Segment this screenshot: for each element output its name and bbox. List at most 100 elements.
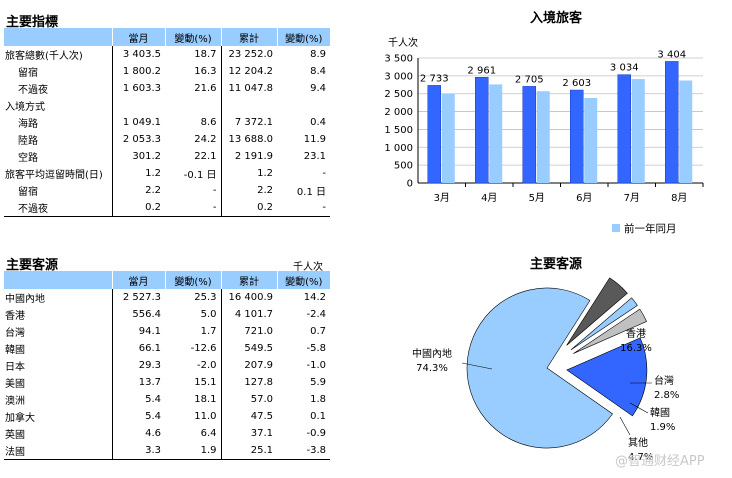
- cell-value: 22.1: [194, 151, 217, 162]
- column-header: 累計: [220, 271, 277, 289]
- data-label: 3 034: [610, 63, 639, 74]
- cell-value: -: [277, 199, 330, 217]
- cell-value: 3.3: [111, 442, 165, 460]
- data-label: 2 603: [562, 78, 591, 89]
- cell-value: 5.4: [111, 408, 165, 425]
- cell-value: 11 047.8: [220, 80, 277, 97]
- y-tick-label: 500: [394, 161, 413, 172]
- bar-previous-year: [536, 91, 550, 183]
- slice-label: 其他: [628, 436, 648, 449]
- cell-value: 5.4: [111, 391, 165, 408]
- row-label: 日本: [5, 362, 25, 373]
- chart-title: 入境旅客: [530, 10, 583, 26]
- bar-current: [617, 74, 631, 184]
- indicator-row: 留宿 2.2-2.2 0.1 日: [4, 182, 330, 199]
- cell-value: 16.3: [194, 66, 217, 77]
- cell-value: 2.2: [220, 182, 277, 199]
- cell-value: -1.0: [306, 360, 326, 371]
- cell-value: 14.2: [303, 292, 326, 303]
- cell-value: [220, 97, 277, 114]
- row-label: 入境方式: [5, 102, 45, 113]
- cell-value: 3 403.5: [111, 46, 165, 63]
- indicator-row: 不過夜 1 603.3 21.6 11 047.8 9.4: [4, 80, 330, 97]
- source-row: 加拿大 5.4 11.0 47.5 0.1: [4, 408, 330, 425]
- pie-slice: [566, 277, 628, 346]
- cell-value: -0.9: [306, 428, 326, 439]
- cell-value: 23.1: [303, 151, 326, 162]
- row-label: 不過夜: [18, 85, 48, 96]
- y-tick-label: 3 500: [384, 54, 413, 65]
- cell-value: 11.9: [303, 134, 326, 145]
- cell-value: 13 688.0: [220, 131, 277, 148]
- y-tick-label: 2 500: [384, 89, 413, 100]
- row-label: 旅客平均逗留時間(日): [5, 170, 103, 181]
- leader-line: [619, 416, 631, 436]
- source-row: 美國 13.7 15.1 127.8 5.9: [4, 374, 330, 391]
- sources-title: 主要客源: [6, 258, 59, 273]
- row-label: 海路: [18, 119, 38, 130]
- pie-slice: [570, 297, 638, 351]
- cell-value: 549.5: [220, 340, 277, 357]
- cell-value: 94.1: [111, 323, 165, 340]
- cell-value: 29.3: [111, 357, 165, 374]
- cell-value: 25.1: [220, 442, 277, 460]
- cell-value: 1.9: [165, 442, 221, 460]
- slice-percent: 74.3%: [416, 363, 448, 374]
- slice-label: 香港: [626, 328, 646, 340]
- column-header: 變動(%): [276, 28, 330, 46]
- bar-current: [522, 86, 536, 184]
- row-label: 台灣: [5, 328, 25, 339]
- source-row: 香港 556.4 5.0 4 101.7 -2.4: [4, 306, 330, 323]
- cell-value: -2.0: [196, 360, 217, 371]
- cell-value: 1 800.2: [111, 63, 165, 80]
- cell-value: 13.7: [111, 374, 165, 391]
- x-tick-label: 6月: [576, 192, 592, 204]
- pie-slice: [466, 287, 613, 449]
- bar-current: [665, 61, 679, 184]
- column-header: 當月: [111, 271, 165, 289]
- cell-value: 207.9: [220, 357, 277, 374]
- cell-value: 11.0: [194, 411, 217, 422]
- watermark: @智通财经APP: [615, 454, 705, 469]
- cell-value: -3.8: [277, 442, 330, 460]
- row-label: 澳洲: [5, 396, 25, 407]
- y-tick-label: 1 500: [384, 125, 413, 136]
- source-row: 澳洲 5.4 18.1 57.0 1.8: [4, 391, 330, 408]
- row-label: 中國內地: [5, 294, 45, 305]
- y-tick-label: 0: [407, 179, 413, 190]
- source-row: 法國 3.3 1.9 25.1 -3.8: [4, 442, 330, 460]
- slice-percent: 1.9%: [650, 422, 675, 433]
- indicator-row: 海路 1 049.1 8.6 7 372.1 0.4: [4, 114, 330, 131]
- y-axis-label: 千人次: [388, 36, 418, 49]
- cell-value: -0.1 日: [183, 170, 217, 181]
- cell-value: 2 191.9: [220, 148, 277, 165]
- cell-value: 556.4: [111, 306, 165, 323]
- cell-value: [277, 97, 330, 114]
- cell-value: 4 101.7: [220, 306, 277, 323]
- cell-value: 0.2: [111, 199, 165, 217]
- data-label: 2 733: [420, 73, 449, 84]
- leader-line: [629, 402, 649, 414]
- row-label: 加拿大: [5, 413, 35, 424]
- cell-value: 1 049.1: [111, 114, 165, 131]
- cell-value: 1.8: [310, 394, 326, 405]
- column-header: [4, 271, 112, 289]
- x-tick-label: 8月: [671, 192, 687, 204]
- cell-value: -: [165, 199, 221, 217]
- indicator-row: 留宿 1 800.2 16.3 12 204.2 8.4: [4, 63, 330, 80]
- cell-value: 16 400.9: [220, 289, 277, 306]
- row-label: 韓國: [5, 345, 25, 356]
- row-label: 旅客總數(千人次): [5, 51, 83, 62]
- data-label: 3 404: [657, 49, 686, 60]
- indicators-table: 當月 變動(%) 累計 變動(%) 旅客總數(千人次) 3 403.5 18.7 23 25…: [4, 28, 330, 217]
- row-label: 香港: [5, 311, 25, 322]
- cell-value: 721.0: [220, 323, 277, 340]
- source-row: 韓國 66.1 -12.6 549.5 -5.8: [4, 340, 330, 357]
- bar-current: [570, 89, 584, 184]
- cell-value: 1 603.3: [111, 80, 165, 97]
- row-label: 陸路: [18, 136, 38, 147]
- sources-table: 當月 變動(%) 累計 變動(%) 中國內地 2 527.3 25.3 16 400.9 14…: [4, 271, 330, 460]
- y-tick-label: 2 000: [384, 107, 413, 118]
- legend-label: 前一年同月: [624, 222, 677, 235]
- cell-value: 12 204.2: [220, 63, 277, 80]
